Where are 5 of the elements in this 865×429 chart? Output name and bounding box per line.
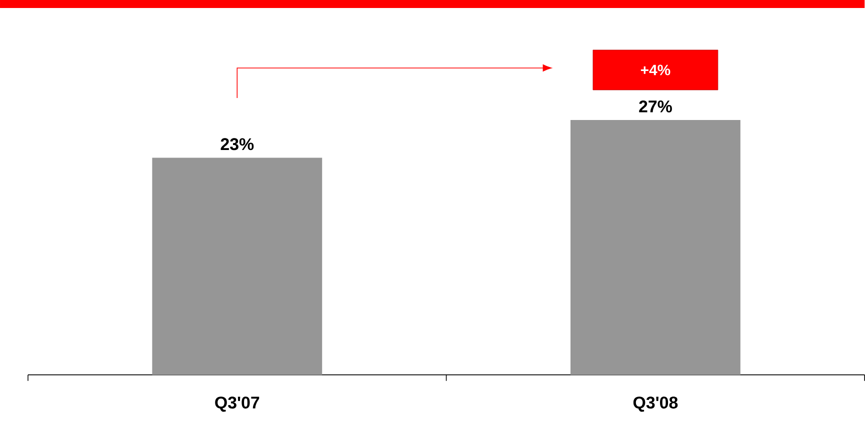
data-label: 23% [220,138,254,150]
data-label: 27% [639,100,672,113]
x-tick-label: Q3'08 [633,396,678,412]
text: +4% [640,64,670,76]
x-tick-label: Q3'07 [215,396,260,412]
